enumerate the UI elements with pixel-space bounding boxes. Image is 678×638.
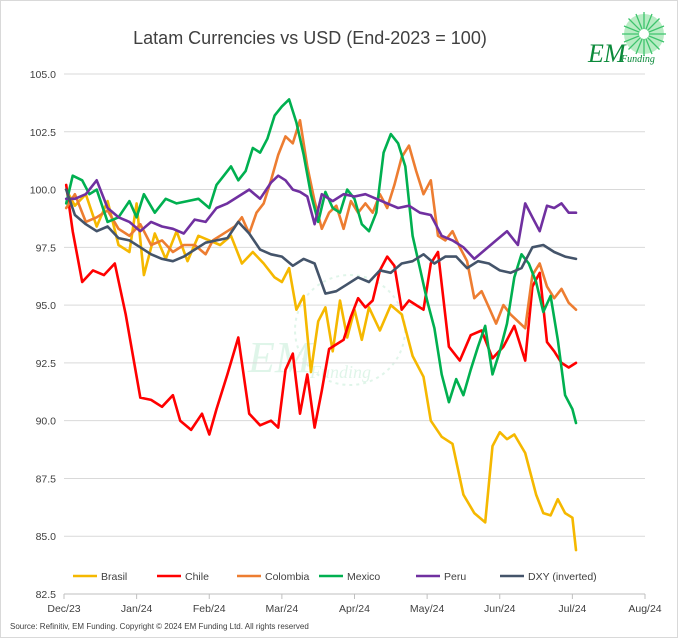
- y-tick-label: 87.5: [36, 473, 57, 485]
- legend-label: Chile: [185, 571, 209, 583]
- y-tick-label: 92.5: [36, 358, 57, 370]
- x-tick-label: Mar/24: [266, 603, 299, 615]
- y-tick-label: 95.0: [36, 300, 57, 312]
- series-lines: [64, 98, 578, 552]
- legend-label: Brasil: [101, 571, 127, 583]
- x-tick-label: Dec/23: [47, 603, 80, 615]
- series-line-mexico: [64, 98, 578, 425]
- x-tick-label: Jul/24: [558, 603, 586, 615]
- source-note: Source: Refinitiv, EM Funding. Copyright…: [10, 622, 309, 631]
- svg-text:Funding: Funding: [309, 362, 371, 382]
- x-axis-labels: Dec/23 Jan/24 Feb/24 Mar/24 Apr/24 May/24 Jun/…: [47, 603, 661, 615]
- x-axis: [63, 593, 646, 599]
- logo-word: Funding: [620, 54, 655, 65]
- y-tick-label: 97.5: [36, 242, 57, 254]
- legend: Brasil Chile Colombia Mexico Peru DXY (invert…: [73, 571, 597, 583]
- chart-title: Latam Currencies vs USD (End-2023 = 100): [133, 28, 487, 48]
- sunburst-icon: [622, 12, 666, 56]
- series-line-colombia: [64, 118, 578, 330]
- x-tick-label: Feb/24: [193, 603, 226, 615]
- x-tick-label: Jan/24: [121, 603, 153, 615]
- y-tick-label: 82.5: [36, 589, 57, 601]
- x-tick-label: Apr/24: [339, 603, 370, 615]
- series-line-peru: [64, 174, 578, 261]
- y-tick-label: 105.0: [30, 69, 56, 81]
- svg-text:EM: EM: [247, 333, 314, 382]
- em-funding-logo: EM Funding: [587, 12, 666, 68]
- y-tick-label: 102.5: [30, 127, 56, 139]
- legend-label: DXY (inverted): [528, 571, 597, 583]
- x-tick-label: Jun/24: [484, 603, 516, 615]
- legend-label: Colombia: [265, 571, 310, 583]
- y-tick-label: 90.0: [36, 416, 57, 428]
- y-axis-labels: 82.5 85.0 87.5 90.0 92.5 95.0 97.5 100.0 102.5 10…: [30, 69, 56, 601]
- y-tick-label: 100.0: [30, 185, 56, 197]
- logo-initials: EM: [587, 39, 627, 68]
- series-line-chile: [64, 183, 578, 436]
- x-tick-label: Aug/24: [628, 603, 661, 615]
- x-tick-label: May/24: [410, 603, 445, 615]
- legend-label: Peru: [444, 571, 466, 583]
- legend-label: Mexico: [347, 571, 380, 583]
- y-tick-label: 85.0: [36, 531, 57, 543]
- series-line-dxy-inverted: [64, 188, 578, 295]
